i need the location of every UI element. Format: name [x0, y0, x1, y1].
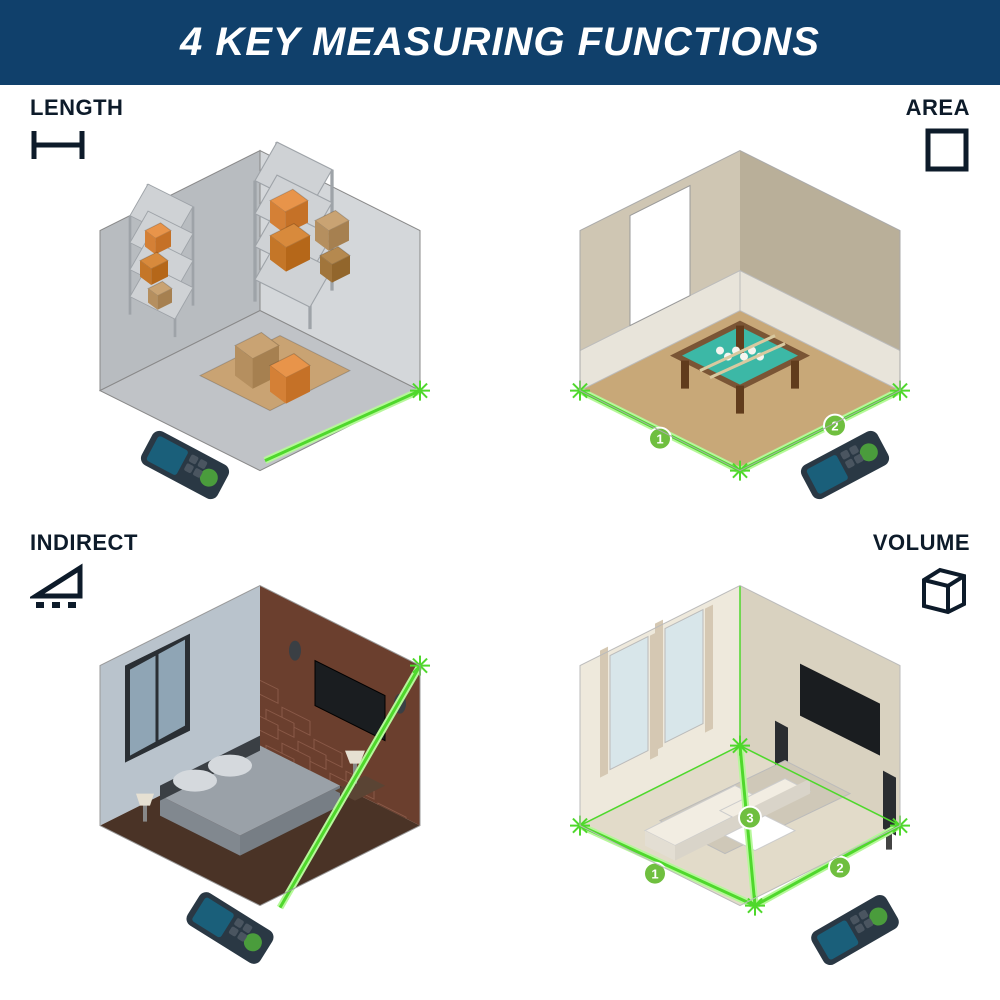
svg-text:2: 2 — [831, 418, 838, 433]
header-title: 4 KEY MEASURING FUNCTIONS — [180, 20, 820, 64]
cell-area: AREA 1 2 — [510, 95, 970, 510]
area-icon — [924, 127, 970, 173]
label-indirect: INDIRECT — [30, 530, 138, 556]
cell-volume: VOLUME 1 2 3 — [510, 530, 970, 945]
header-banner: 4 KEY MEASURING FUNCTIONS — [0, 0, 1000, 85]
room-length — [70, 120, 450, 500]
room-volume: 1 2 3 — [550, 555, 930, 935]
svg-text:2: 2 — [836, 860, 843, 875]
cell-length: LENGTH — [30, 95, 490, 510]
room-indirect — [70, 555, 450, 935]
cell-indirect: INDIRECT — [30, 530, 490, 945]
svg-text:1: 1 — [656, 431, 663, 446]
label-length: LENGTH — [30, 95, 123, 121]
label-volume: VOLUME — [873, 530, 970, 556]
label-area: AREA — [906, 95, 970, 121]
infographic-grid: LENGTH AREA 1 2 INDIRECT — [0, 85, 1000, 965]
svg-text:1: 1 — [651, 866, 658, 881]
svg-text:3: 3 — [746, 810, 753, 825]
